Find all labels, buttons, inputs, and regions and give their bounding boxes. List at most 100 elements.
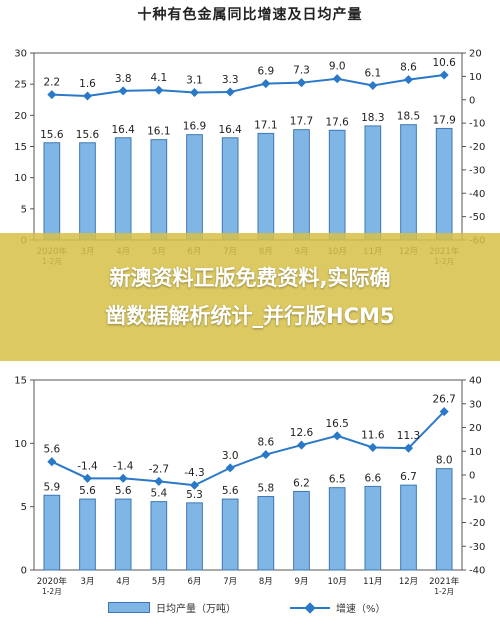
bottom-line-point <box>225 463 235 473</box>
top-left-tick-label: 5 <box>21 204 27 215</box>
top-line-label: 10.6 <box>432 57 456 69</box>
watermark-banner: 新澳资料正版免费资料,实际确 凿数据解析统计_并行版HCM5 <box>0 233 500 361</box>
bottom-line-label: 11.6 <box>361 429 385 441</box>
top-line-point <box>154 85 164 95</box>
bottom-line-label: 3.0 <box>222 450 239 462</box>
top-bar <box>435 127 453 241</box>
bottom-bar <box>400 484 417 571</box>
top-line-point <box>189 87 200 98</box>
top-bar-label: 18.5 <box>397 111 420 123</box>
top-bar-label: 17.7 <box>290 116 313 128</box>
top-line-label: 9.0 <box>329 61 346 73</box>
bottom-bar-label: 6.7 <box>400 471 417 483</box>
top-bar-label: 16.4 <box>218 124 242 136</box>
bottom-line-point <box>261 450 271 460</box>
top-bar-label: 16.1 <box>147 126 170 138</box>
bottom-bar <box>293 490 310 571</box>
top-line-point <box>47 90 57 100</box>
top-right-tick-label: -10 <box>469 119 485 130</box>
bottom-line-label: 26.7 <box>432 394 455 406</box>
bottom-plot-frame <box>33 379 463 571</box>
top-line-label: 2.2 <box>43 77 60 89</box>
bottom-right-tick-label: -40 <box>469 566 485 577</box>
top-growth-line <box>51 73 445 98</box>
banner-line-1: 新澳资料正版免费资料,实际确 <box>109 266 391 290</box>
top-left-tick-label: 30 <box>14 49 27 60</box>
bottom-category-label: 2020年 <box>37 576 68 587</box>
bottom-line-label: -4.3 <box>184 467 205 479</box>
top-bar <box>328 129 346 241</box>
bottom-bar <box>221 498 239 571</box>
top-bar-label: 18.3 <box>361 112 384 124</box>
bottom-bar-label: 5.3 <box>186 489 203 501</box>
bottom-right-tick-label: 0 <box>469 471 475 482</box>
bottom-category-label: 10月 <box>328 577 347 587</box>
bottom-line-label: 8.6 <box>257 437 274 449</box>
bottom-bar <box>257 496 275 571</box>
bottom-category-label: 1-2月 <box>42 587 62 596</box>
top-right-tick-label: 10 <box>469 72 482 83</box>
bottom-bar-label: 6.2 <box>293 477 310 489</box>
bottom-line-point <box>296 440 307 450</box>
bottom-category-label: 1-2月 <box>434 587 454 596</box>
top-bar <box>150 139 168 241</box>
bottom-right-tick-label: 30 <box>469 399 482 410</box>
top-bar <box>364 125 382 241</box>
top-line-point <box>82 91 93 101</box>
bottom-bar-label: 5.6 <box>79 485 96 497</box>
bottom-bar <box>150 501 168 571</box>
top-line-label: 4.1 <box>150 72 167 84</box>
bottom-line-point <box>368 442 378 452</box>
bottom-line-point <box>82 473 93 483</box>
bottom-bar-label: 6.6 <box>364 472 381 484</box>
top-line-label: 6.9 <box>257 66 274 78</box>
top-bar <box>257 132 275 241</box>
bottom-chart: 0 5 10 15 -40 -30 -20 -10 0 10 20 30 40 5.9 5.6 5.6 5.4 5… <box>14 376 485 597</box>
bottom-line-label: 5.6 <box>43 444 60 456</box>
bottom-right-tick-label: -10 <box>469 494 485 505</box>
top-right-tick-label: 20 <box>469 49 482 60</box>
top-line-label: 3.8 <box>115 73 132 85</box>
bottom-line-label: 16.5 <box>325 418 348 430</box>
bottom-bar <box>435 468 453 571</box>
bottom-line-point <box>118 473 128 483</box>
top-bar <box>79 142 96 241</box>
top-bar <box>221 137 239 241</box>
bottom-category-label: 9月 <box>295 577 309 587</box>
legend-bar-label: 日均产量（万吨） <box>156 604 236 615</box>
top-right-tick-label: 0 <box>469 95 475 106</box>
bottom-bar-label: 5.8 <box>257 483 274 495</box>
bottom-category-label: 5月 <box>152 577 166 587</box>
bottom-bar-label: 8.0 <box>436 455 453 467</box>
top-bar <box>114 137 132 241</box>
bottom-line-label: -2.7 <box>149 463 170 475</box>
bottom-bar <box>186 502 203 571</box>
top-left-tick-label: 10 <box>14 173 27 184</box>
bottom-category-label: 12月 <box>399 577 418 587</box>
bottom-bar-label: 5.9 <box>43 481 60 493</box>
bottom-bar-label: 5.6 <box>115 485 132 497</box>
bottom-left-tick-label: 15 <box>14 376 27 387</box>
bottom-line-point <box>403 443 414 453</box>
top-line-label: 3.3 <box>222 74 239 86</box>
banner-line-2: 凿数据解析统计_并行版HCM5 <box>105 304 395 328</box>
legend-line-label: 增速（%） <box>336 604 386 615</box>
bottom-right-tick-label: 40 <box>469 376 482 387</box>
top-bar <box>43 142 61 241</box>
bottom-line-point <box>154 476 164 486</box>
top-bar-label: 17.1 <box>254 119 277 131</box>
bottom-line-point <box>47 457 57 467</box>
top-right-tick-label: -50 <box>469 212 485 223</box>
top-bar-label: 17.9 <box>432 114 455 126</box>
bottom-bar <box>364 485 382 571</box>
legend-item-line: 增速（%） <box>290 600 386 615</box>
bottom-bar <box>79 498 96 571</box>
top-line-label: 8.6 <box>400 62 417 74</box>
legend-item-bar: 日均产量（万吨） <box>108 600 236 615</box>
bottom-category-label: 2021年 <box>429 576 460 587</box>
top-line-point <box>403 75 414 85</box>
top-bar-label: 15.6 <box>40 129 64 141</box>
bottom-bar <box>114 498 132 571</box>
top-line-point <box>261 79 271 89</box>
legend-line-swatch <box>290 603 330 613</box>
